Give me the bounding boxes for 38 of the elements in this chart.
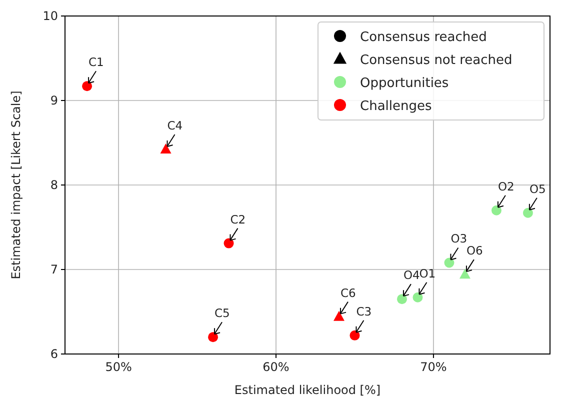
annotation: C2	[230, 212, 246, 226]
y-tick-label: 9	[50, 94, 58, 108]
point	[160, 144, 172, 154]
point	[459, 268, 470, 279]
point	[444, 258, 454, 268]
x-tick-label: 50%	[105, 360, 132, 374]
point	[82, 81, 92, 92]
point	[522, 208, 533, 218]
point	[333, 310, 344, 321]
annotation: O1	[419, 266, 436, 280]
y-tick-label: 8	[50, 178, 58, 192]
y-tick-label: 10	[42, 9, 58, 23]
annotation: C5	[214, 306, 230, 320]
annotation: C6	[340, 286, 356, 300]
y-tick-label: 6	[50, 347, 58, 361]
annotation: C1	[88, 55, 104, 70]
point	[350, 330, 360, 340]
point	[224, 238, 234, 248]
y-axis-title: Estimated impact [Likert Scale]	[9, 90, 23, 280]
legend-label: Opportunities	[360, 76, 449, 91]
point	[491, 205, 502, 216]
x-tick-label: 70%	[420, 360, 447, 374]
annotation: O5	[529, 182, 546, 196]
point	[396, 294, 407, 304]
annotation: O3	[450, 232, 468, 246]
point	[208, 332, 218, 342]
y-tick-label: 7	[50, 262, 58, 276]
annotation: C4	[167, 118, 183, 133]
x-tick-label: 60%	[262, 360, 290, 374]
legend-label: Consensus not reached	[360, 53, 512, 68]
point	[412, 292, 423, 302]
x-axis-title: Estimated likelihood [%]	[234, 383, 381, 397]
annotation: O2	[498, 179, 514, 194]
annotation: O6	[466, 244, 483, 258]
legend-label: Consensus reached	[360, 30, 487, 45]
annotation: C3	[356, 304, 372, 318]
annotation: O4	[403, 268, 420, 282]
legend-label: Challenges	[360, 99, 432, 114]
